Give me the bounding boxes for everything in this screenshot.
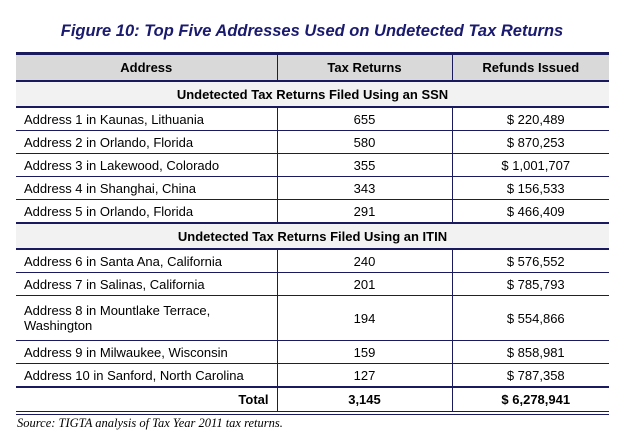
figure-title: Figure 10: Top Five Addresses Used on Un… bbox=[60, 22, 564, 40]
tax-returns-cell: 159 bbox=[276, 340, 452, 364]
address-cell: Address 1 in Kaunas, Lithuania bbox=[16, 107, 277, 131]
address-cell: Address 8 in Mountlake Terrace, Washingt… bbox=[16, 295, 277, 341]
header-row: Address Tax Returns Refunds Issued bbox=[16, 53, 609, 81]
total-row: Total 3,145 $ 6,278,941 bbox=[16, 387, 609, 415]
table-row: Address 5 in Orlando, Florida 291 $ 466,40… bbox=[16, 199, 609, 224]
refunds-cell: $ 858,981 bbox=[451, 340, 609, 364]
tax-returns-cell: 580 bbox=[276, 130, 452, 154]
header-tax-returns: Tax Returns bbox=[276, 53, 452, 81]
refunds-cell: $ 1,001,707 bbox=[451, 153, 609, 177]
tax-returns-cell: 343 bbox=[276, 176, 452, 200]
section-header-row: Undetected Tax Returns Filed Using an SS… bbox=[16, 81, 609, 108]
refunds-cell: $ 870,253 bbox=[451, 130, 609, 154]
refunds-cell: $ 785,793 bbox=[451, 272, 609, 296]
section-label: Undetected Tax Returns Filed Using an SS… bbox=[16, 81, 609, 108]
address-cell: Address 4 in Shanghai, China bbox=[16, 176, 277, 200]
table-row: Address 8 in Mountlake Terrace, Washingt… bbox=[16, 295, 609, 341]
section-label: Undetected Tax Returns Filed Using an IT… bbox=[16, 223, 609, 250]
total-tax-returns: 3,145 bbox=[276, 387, 452, 415]
table-row: Address 3 in Lakewood, Colorado 355 $ 1,00… bbox=[16, 153, 609, 177]
address-cell: Address 9 in Milwaukee, Wisconsin bbox=[16, 340, 277, 364]
refunds-cell: $ 554,866 bbox=[451, 295, 609, 341]
address-cell: Address 5 in Orlando, Florida bbox=[16, 199, 277, 224]
table-row: Address 7 in Salinas, California 201 $ 785… bbox=[16, 272, 609, 296]
address-cell: Address 3 in Lakewood, Colorado bbox=[16, 153, 277, 177]
header-address: Address bbox=[16, 53, 277, 81]
tax-returns-cell: 291 bbox=[276, 199, 452, 224]
tax-returns-cell: 201 bbox=[276, 272, 452, 296]
total-label: Total bbox=[16, 387, 277, 415]
tax-returns-cell: 194 bbox=[276, 295, 452, 341]
tax-returns-cell: 655 bbox=[276, 107, 452, 131]
refunds-cell: $ 466,409 bbox=[451, 199, 609, 224]
tax-returns-cell: 127 bbox=[276, 363, 452, 388]
address-cell: Address 6 in Santa Ana, California bbox=[16, 249, 277, 273]
addresses-table: Address Tax Returns Refunds Issued Undet… bbox=[16, 52, 609, 415]
address-cell: Address 2 in Orlando, Florida bbox=[16, 130, 277, 154]
tax-returns-cell: 355 bbox=[276, 153, 452, 177]
header-refunds-issued: Refunds Issued bbox=[451, 53, 609, 81]
table-row: Address 9 in Milwaukee, Wisconsin 159 $ 85… bbox=[16, 340, 609, 364]
refunds-cell: $ 576,552 bbox=[451, 249, 609, 273]
table-row: Address 6 in Santa Ana, California 240 $ 5… bbox=[16, 249, 609, 273]
refunds-cell: $ 220,489 bbox=[451, 107, 609, 131]
refunds-cell: $ 787,358 bbox=[451, 363, 609, 388]
section-header-row: Undetected Tax Returns Filed Using an IT… bbox=[16, 223, 609, 250]
tax-returns-cell: 240 bbox=[276, 249, 452, 273]
table-row: Address 1 in Kaunas, Lithuania 655 $ 220,4… bbox=[16, 107, 609, 131]
address-cell: Address 7 in Salinas, California bbox=[16, 272, 277, 296]
total-refunds: $ 6,278,941 bbox=[451, 387, 609, 415]
table-row: Address 4 in Shanghai, China 343 $ 156,533 bbox=[16, 176, 609, 200]
table-row: Address 2 in Orlando, Florida 580 $ 870,25… bbox=[16, 130, 609, 154]
source-note: Source: TIGTA analysis of Tax Year 2011 … bbox=[17, 416, 283, 430]
refunds-cell: $ 156,533 bbox=[451, 176, 609, 200]
address-cell: Address 10 in Sanford, North Carolina bbox=[16, 363, 277, 388]
table-row: Address 10 in Sanford, North Carolina 127… bbox=[16, 363, 609, 388]
